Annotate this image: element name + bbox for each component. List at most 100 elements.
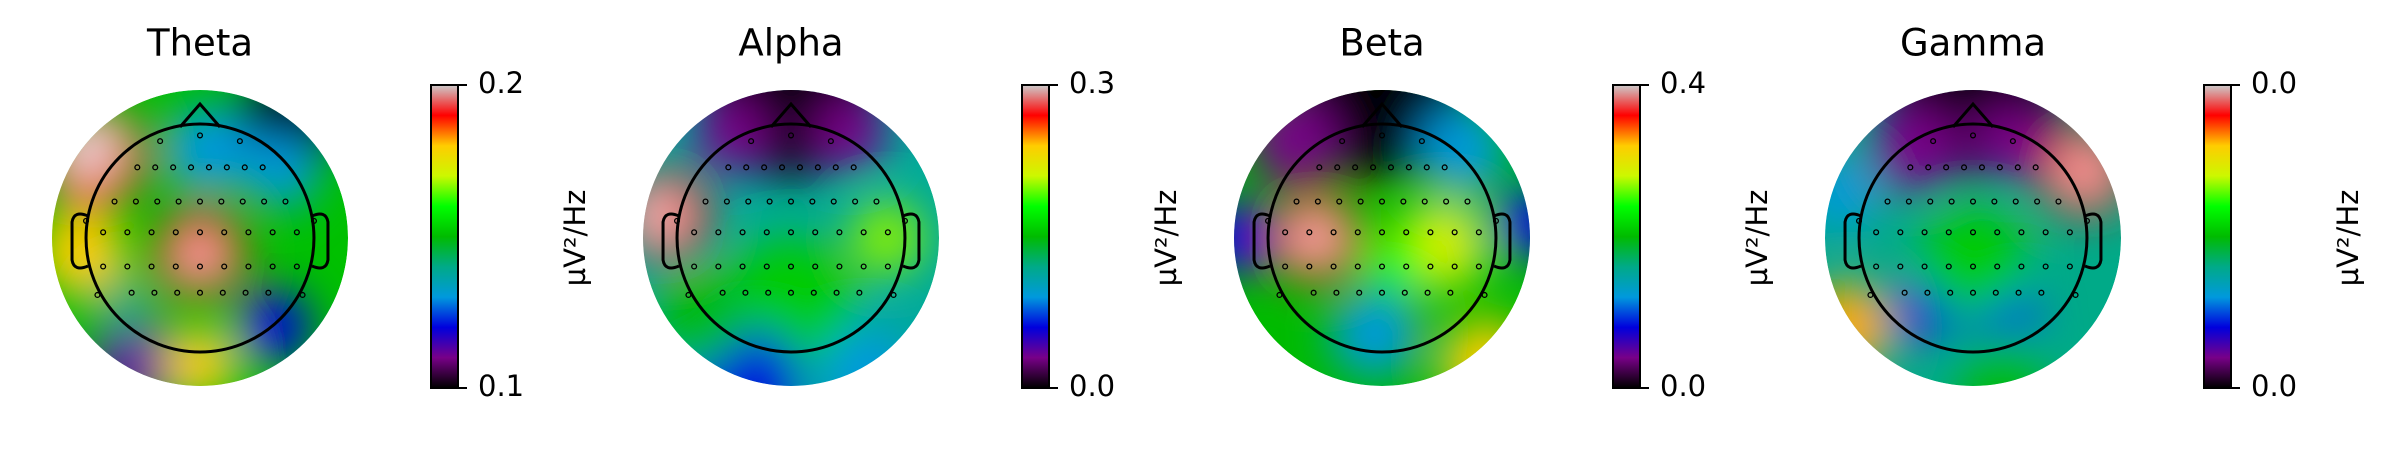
sensor — [884, 263, 891, 270]
sensor — [1354, 229, 1361, 236]
head-outline — [1266, 122, 1498, 354]
sensor — [94, 291, 101, 299]
sensor — [1992, 289, 1999, 296]
sensor — [763, 229, 770, 236]
sensor — [124, 229, 131, 236]
panel-title: Alpha — [738, 22, 843, 65]
sensor — [174, 289, 181, 296]
sensor — [196, 198, 204, 205]
sensor — [809, 198, 816, 205]
sensor — [1945, 229, 1952, 236]
sensor — [739, 229, 746, 236]
heatmap-blob — [1234, 201, 1271, 275]
sensor — [1418, 138, 1425, 145]
sensor — [1978, 164, 1986, 171]
colorbar-tick-label: 0.2 — [478, 66, 524, 100]
nose — [1951, 101, 1995, 129]
colorbar-label: µV²/Hz — [1149, 190, 1183, 287]
sensor — [293, 229, 300, 236]
sensor — [1897, 263, 1904, 270]
nose — [769, 101, 813, 129]
sensor — [702, 198, 709, 205]
colorbar — [1021, 84, 1050, 389]
sensor — [1996, 164, 2003, 171]
sensor — [187, 164, 195, 171]
heatmap-blob — [1419, 104, 1508, 194]
sensor — [850, 164, 857, 171]
sensor — [787, 198, 795, 205]
sensor — [293, 263, 300, 270]
sensor — [1356, 289, 1363, 296]
heatmap-blob — [2066, 153, 2102, 190]
sensor — [134, 164, 141, 171]
sensor — [1423, 164, 1430, 171]
sensor — [673, 217, 681, 224]
heatmap-blob — [1891, 282, 1951, 342]
colorbar — [430, 84, 459, 389]
heatmap-blob — [237, 289, 311, 364]
ear-right — [1493, 212, 1512, 270]
sensor — [196, 263, 204, 270]
sensor — [236, 138, 243, 145]
sensor — [1293, 198, 1300, 205]
sensor — [1330, 229, 1337, 236]
sensor — [261, 198, 268, 205]
sensor — [1969, 289, 1977, 296]
sensor — [1924, 289, 1931, 296]
colorbar-tick-label: 0.0 — [2251, 66, 2297, 100]
sensor — [2018, 263, 2025, 270]
topomap-panel: Alpha 0.0 0.3 µV²/Hz — [643, 22, 1183, 403]
sensor — [1354, 263, 1361, 270]
sensor — [1969, 229, 1977, 236]
sensor — [860, 263, 867, 270]
heatmap-blob — [1296, 218, 1335, 258]
sensor — [1464, 198, 1471, 205]
sensor — [265, 289, 272, 296]
sensor — [836, 263, 843, 270]
sensor — [1264, 217, 1272, 224]
sensor — [2072, 291, 2079, 299]
sensor — [884, 229, 891, 236]
sensor — [1991, 198, 1998, 205]
sensor — [723, 198, 730, 205]
sensor — [1930, 138, 1937, 145]
sensor — [221, 229, 228, 236]
colorbar-tick-label: 0.0 — [1069, 369, 1115, 403]
sensor — [1306, 229, 1313, 236]
sensor — [719, 289, 726, 296]
sensor — [82, 217, 90, 224]
sensor — [1400, 198, 1407, 205]
sensor — [739, 263, 746, 270]
sensor — [100, 263, 107, 270]
sensor — [1276, 291, 1283, 299]
ear-left — [1252, 212, 1271, 270]
sensor — [1969, 263, 1977, 270]
sensor — [1901, 289, 1908, 296]
ear-right — [902, 212, 921, 270]
sensor — [100, 229, 107, 236]
sensor — [1403, 263, 1410, 270]
sensor — [154, 198, 161, 205]
sensor — [242, 289, 249, 296]
sensor — [2038, 289, 2045, 296]
sensor — [170, 164, 177, 171]
sensor — [175, 198, 182, 205]
sensor — [172, 229, 179, 236]
colorbar — [2203, 84, 2232, 389]
sensor — [1378, 289, 1386, 296]
sensor — [901, 217, 909, 224]
nose — [178, 101, 222, 129]
panel-title: Theta — [146, 22, 253, 65]
sensor — [310, 217, 318, 224]
sensor — [196, 289, 204, 296]
ear-left — [70, 212, 89, 270]
heatmap — [52, 90, 348, 386]
nose — [1360, 101, 1404, 129]
sensor — [269, 229, 276, 236]
sensor — [151, 289, 158, 296]
sensor — [2018, 229, 2025, 236]
sensor — [299, 291, 306, 299]
sensor — [2066, 229, 2073, 236]
topomap-panel: Theta 0.1 0.2 µV²/Hz — [52, 22, 592, 403]
